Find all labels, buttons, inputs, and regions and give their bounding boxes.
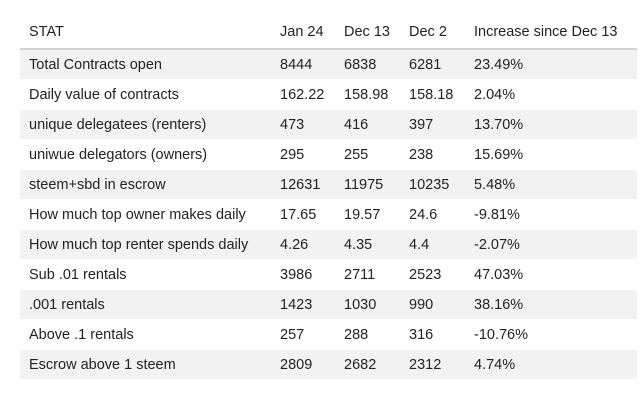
table-row: Sub .01 rentals 3986 2711 2523 47.03% bbox=[20, 259, 637, 290]
cell-jan-24: 2809 bbox=[271, 349, 335, 380]
cell-stat: unique delegatees (renters) bbox=[20, 109, 271, 140]
cell-stat: .001 rentals bbox=[20, 289, 271, 320]
cell-dec-13: 11975 bbox=[335, 169, 400, 200]
cell-dec-2: 316 bbox=[400, 319, 465, 350]
cell-increase: 4.74% bbox=[465, 349, 637, 380]
table-row: uniwue delegators (owners) 295 255 238 1… bbox=[20, 139, 637, 170]
header-jan-24: Jan 24 bbox=[271, 15, 335, 50]
cell-stat: Escrow above 1 steem bbox=[20, 349, 271, 380]
cell-stat: Sub .01 rentals bbox=[20, 259, 271, 290]
table-row: unique delegatees (renters) 473 416 397 … bbox=[20, 109, 637, 140]
cell-stat: How much top owner makes daily bbox=[20, 199, 271, 230]
cell-dec-13: 2682 bbox=[335, 349, 400, 380]
table-row: How much top owner makes daily 17.65 19.… bbox=[20, 199, 637, 230]
cell-dec-2: 10235 bbox=[400, 169, 465, 200]
cell-dec-13: 158.98 bbox=[335, 79, 400, 110]
header-increase: Increase since Dec 13 bbox=[465, 15, 637, 50]
cell-dec-2: 397 bbox=[400, 109, 465, 140]
cell-dec-13: 1030 bbox=[335, 289, 400, 320]
cell-stat: uniwue delegators (owners) bbox=[20, 139, 271, 170]
cell-stat: Daily value of contracts bbox=[20, 79, 271, 110]
cell-stat: steem+sbd in escrow bbox=[20, 169, 271, 200]
cell-dec-2: 238 bbox=[400, 139, 465, 170]
table-body: Total Contracts open 8444 6838 6281 23.4… bbox=[20, 49, 637, 380]
cell-increase: 38.16% bbox=[465, 289, 637, 320]
cell-increase: -2.07% bbox=[465, 229, 637, 260]
cell-dec-13: 288 bbox=[335, 319, 400, 350]
cell-dec-13: 255 bbox=[335, 139, 400, 170]
cell-increase: 5.48% bbox=[465, 169, 637, 200]
cell-jan-24: 257 bbox=[271, 319, 335, 350]
cell-dec-13: 19.57 bbox=[335, 199, 400, 230]
table-row: steem+sbd in escrow 12631 11975 10235 5.… bbox=[20, 169, 637, 200]
cell-dec-13: 2711 bbox=[335, 259, 400, 290]
cell-dec-13: 6838 bbox=[335, 49, 400, 80]
table-row: Daily value of contracts 162.22 158.98 1… bbox=[20, 79, 637, 110]
cell-jan-24: 162.22 bbox=[271, 79, 335, 110]
header-dec-13: Dec 13 bbox=[335, 15, 400, 50]
cell-increase: -10.76% bbox=[465, 319, 637, 350]
cell-dec-2: 6281 bbox=[400, 49, 465, 80]
header-stat: STAT bbox=[20, 15, 271, 50]
table-row: Escrow above 1 steem 2809 2682 2312 4.74… bbox=[20, 349, 637, 380]
cell-dec-2: 2312 bbox=[400, 349, 465, 380]
cell-dec-13: 416 bbox=[335, 109, 400, 140]
cell-increase: 13.70% bbox=[465, 109, 637, 140]
cell-increase: -9.81% bbox=[465, 199, 637, 230]
table-row: .001 rentals 1423 1030 990 38.16% bbox=[20, 289, 637, 320]
cell-jan-24: 4.26 bbox=[271, 229, 335, 260]
cell-jan-24: 1423 bbox=[271, 289, 335, 320]
cell-stat: How much top renter spends daily bbox=[20, 229, 271, 260]
cell-jan-24: 17.65 bbox=[271, 199, 335, 230]
cell-dec-2: 990 bbox=[400, 289, 465, 320]
cell-jan-24: 3986 bbox=[271, 259, 335, 290]
cell-stat: Above .1 rentals bbox=[20, 319, 271, 350]
cell-stat: Total Contracts open bbox=[20, 49, 271, 80]
cell-increase: 47.03% bbox=[465, 259, 637, 290]
cell-jan-24: 473 bbox=[271, 109, 335, 140]
cell-dec-2: 158.18 bbox=[400, 79, 465, 110]
header-dec-2: Dec 2 bbox=[400, 15, 465, 50]
cell-jan-24: 295 bbox=[271, 139, 335, 170]
cell-increase: 15.69% bbox=[465, 139, 637, 170]
stats-table: STAT Jan 24 Dec 13 Dec 2 Increase since … bbox=[20, 15, 637, 380]
cell-increase: 23.49% bbox=[465, 49, 637, 80]
cell-increase: 2.04% bbox=[465, 79, 637, 110]
cell-dec-2: 4.4 bbox=[400, 229, 465, 260]
table-row: How much top renter spends daily 4.26 4.… bbox=[20, 229, 637, 260]
cell-dec-2: 2523 bbox=[400, 259, 465, 290]
table-header-row: STAT Jan 24 Dec 13 Dec 2 Increase since … bbox=[20, 15, 637, 50]
cell-dec-13: 4.35 bbox=[335, 229, 400, 260]
cell-jan-24: 8444 bbox=[271, 49, 335, 80]
cell-dec-2: 24.6 bbox=[400, 199, 465, 230]
cell-jan-24: 12631 bbox=[271, 169, 335, 200]
table-row: Above .1 rentals 257 288 316 -10.76% bbox=[20, 319, 637, 350]
table-row: Total Contracts open 8444 6838 6281 23.4… bbox=[20, 49, 637, 80]
